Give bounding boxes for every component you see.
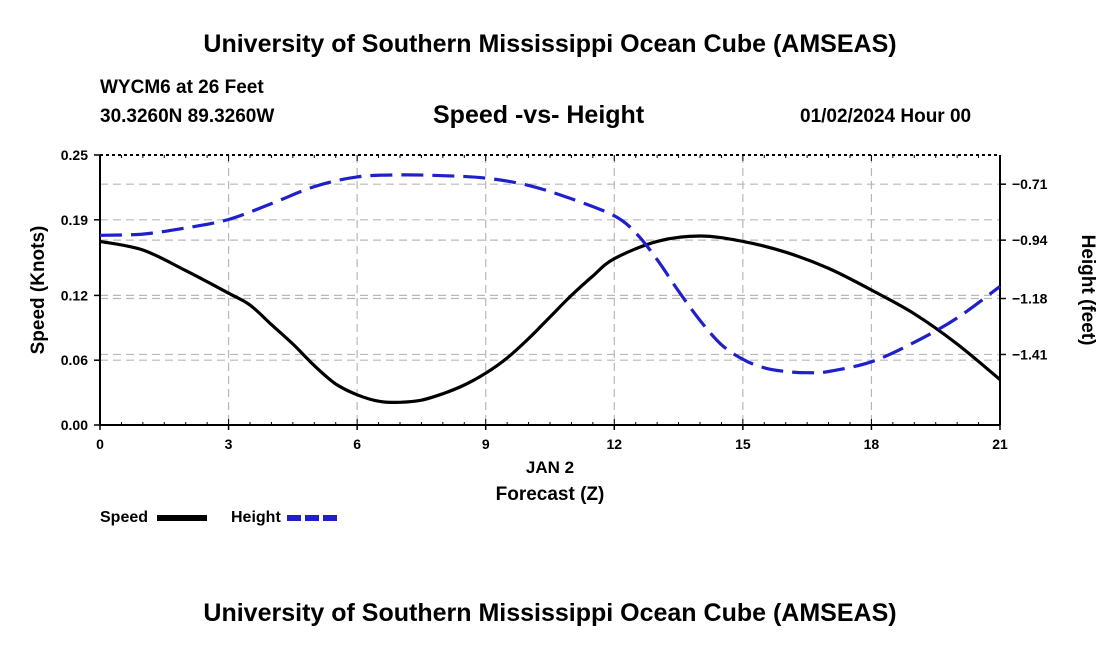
y-tick-label: 0.25	[61, 147, 88, 163]
legend-height: Height	[231, 509, 339, 527]
legend-height-label: Height	[231, 509, 281, 526]
legend-speed-label: Speed	[100, 509, 149, 526]
x-tick-label: 9	[482, 436, 490, 452]
y2-tick-label: −1.41	[1012, 346, 1048, 362]
x-tick-label: 12	[606, 436, 622, 452]
y-axis-label: Speed (Knots)	[28, 226, 49, 355]
y-tick-label: 0.12	[61, 287, 88, 303]
chart-title: Speed -vs- Height	[433, 101, 645, 129]
station-label: WYCM6 at 26 Feet	[100, 77, 264, 98]
forecast-datetime: 01/02/2024 Hour 00	[800, 106, 972, 127]
footer-title: University of Southern Mississippi Ocean…	[203, 599, 897, 627]
y-tick-label: 0.19	[61, 212, 88, 228]
x-tick-label: 18	[864, 436, 880, 452]
y-tick-label: 0.06	[61, 352, 88, 368]
legend-height-swatch	[287, 514, 338, 521]
legend-speed: Speed	[100, 509, 209, 527]
y2-tick-label: −0.94	[1012, 232, 1048, 248]
y2-axis-label: Height (feet)	[1077, 235, 1098, 346]
x-tick-label: 21	[992, 436, 1008, 452]
page-title: University of Southern Mississippi Ocean…	[203, 30, 897, 58]
y-tick-label: 0.00	[61, 417, 88, 433]
x-tick-label: 15	[735, 436, 751, 452]
x-tick-label: 6	[353, 436, 361, 452]
x-tick-label: 0	[96, 436, 104, 452]
speed-series-line	[99, 234, 1002, 404]
y2-tick-label: −1.18	[1012, 291, 1048, 307]
x-tick-label: 3	[225, 436, 233, 452]
x-axis-label: Forecast (Z)	[496, 484, 605, 505]
x-date-label: JAN 2	[526, 458, 574, 477]
y2-tick-label: −0.71	[1012, 176, 1048, 192]
legend-speed-swatch	[157, 514, 208, 521]
height-series-line	[99, 173, 1001, 375]
coordinates-label: 30.3260N 89.3260W	[100, 106, 275, 127]
